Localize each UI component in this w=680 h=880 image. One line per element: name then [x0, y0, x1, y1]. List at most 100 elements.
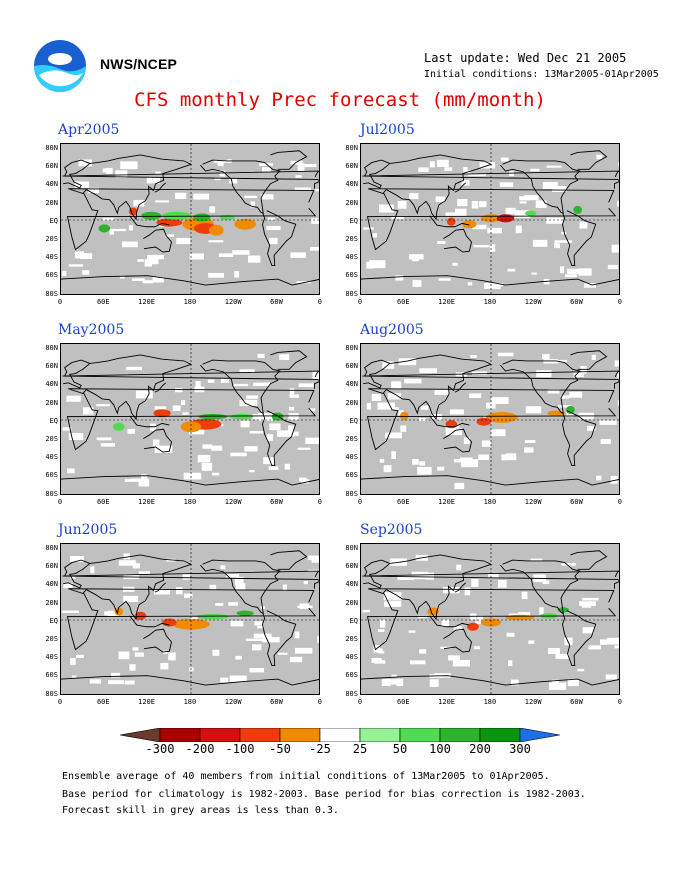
white-area — [591, 354, 596, 360]
anomaly-blob — [156, 218, 183, 227]
anomaly-blob — [141, 211, 162, 220]
lon-label: 180 — [483, 498, 497, 506]
white-area — [498, 283, 504, 287]
white-area — [549, 682, 567, 690]
white-area — [384, 600, 402, 607]
coastline — [129, 615, 170, 628]
panel-title-5: Jun2005 — [58, 522, 118, 538]
white-area — [311, 218, 319, 225]
coastline — [500, 159, 581, 214]
lat-label: 60S — [345, 271, 358, 280]
coastline — [429, 415, 470, 428]
white-area — [617, 372, 619, 378]
white-area — [468, 173, 487, 177]
lat-label: 40N — [45, 580, 58, 589]
white-area — [379, 619, 386, 628]
white-area — [491, 429, 506, 437]
white-area — [425, 572, 434, 580]
white-area — [284, 463, 291, 470]
white-area — [214, 177, 221, 181]
white-area — [379, 458, 385, 463]
white-area — [445, 212, 457, 217]
white-area — [141, 474, 148, 480]
coastline — [570, 550, 608, 570]
white-area — [232, 250, 250, 255]
map-svg — [361, 544, 619, 694]
colorbar-label: 25 — [352, 742, 368, 756]
lon-label: 180 — [183, 298, 197, 306]
colorbar-label: -100 — [225, 742, 255, 756]
colorbar-segment — [159, 728, 201, 742]
white-area — [233, 383, 249, 387]
white-area — [133, 199, 145, 207]
lon-label: 180 — [483, 298, 497, 306]
white-area — [228, 602, 238, 606]
white-area — [288, 425, 295, 433]
white-area — [578, 268, 592, 276]
coastline — [62, 170, 319, 178]
coastline — [363, 559, 619, 589]
coastline — [562, 210, 597, 267]
white-area — [197, 454, 211, 463]
white-area — [400, 425, 407, 432]
anomaly-blob — [446, 217, 456, 226]
white-area — [102, 218, 115, 221]
lat-label: EQ — [49, 416, 58, 425]
white-area — [459, 457, 473, 461]
anomaly-blob — [209, 224, 224, 236]
white-area — [118, 651, 130, 660]
anomaly-blob — [196, 613, 229, 620]
white-area — [182, 412, 189, 415]
lat-label: 80N — [345, 344, 358, 352]
white-area — [71, 675, 77, 678]
lon-label: 0 — [617, 298, 622, 306]
white-area — [260, 194, 274, 200]
white-area — [78, 159, 92, 167]
coastline — [382, 354, 493, 421]
white-area — [267, 217, 276, 221]
white-area — [521, 591, 528, 600]
anomaly-blob — [480, 618, 502, 627]
lat-label: 20S — [45, 635, 58, 643]
white-area — [183, 472, 202, 480]
white-area — [62, 427, 72, 431]
lon-label: 0 — [357, 698, 363, 706]
white-area — [555, 653, 570, 659]
colorbar-segment — [319, 728, 361, 742]
white-area — [611, 244, 619, 253]
white-area — [605, 674, 618, 680]
white-area — [63, 582, 73, 589]
coastline — [570, 150, 608, 170]
white-area — [366, 402, 371, 410]
white-area — [90, 566, 95, 574]
white-area — [155, 171, 161, 175]
white-area — [599, 420, 617, 425]
white-area — [297, 447, 311, 450]
lat-label: 40N — [45, 180, 58, 189]
white-area — [617, 200, 619, 207]
white-area — [129, 664, 136, 671]
white-area — [96, 404, 110, 407]
white-area — [82, 407, 94, 415]
lat-label: EQ — [349, 416, 358, 425]
coastline — [200, 559, 281, 614]
lon-label: 120E — [138, 698, 156, 706]
lat-label: 60N — [345, 362, 358, 371]
lat-label: 40S — [45, 653, 58, 662]
white-area — [288, 406, 295, 411]
lon-label: 60W — [570, 298, 583, 306]
lon-label: 120E — [438, 498, 456, 506]
coastline — [129, 215, 170, 228]
white-area — [557, 405, 572, 408]
white-area — [295, 647, 313, 654]
colorbar-label: 200 — [469, 742, 491, 756]
coastline — [500, 359, 581, 414]
white-area — [137, 259, 144, 262]
white-area — [61, 610, 79, 613]
lat-label: 20S — [45, 435, 58, 443]
white-area — [419, 461, 426, 466]
white-area — [290, 656, 303, 663]
white-area — [305, 437, 319, 445]
white-area — [70, 658, 76, 665]
white-area — [546, 217, 563, 224]
